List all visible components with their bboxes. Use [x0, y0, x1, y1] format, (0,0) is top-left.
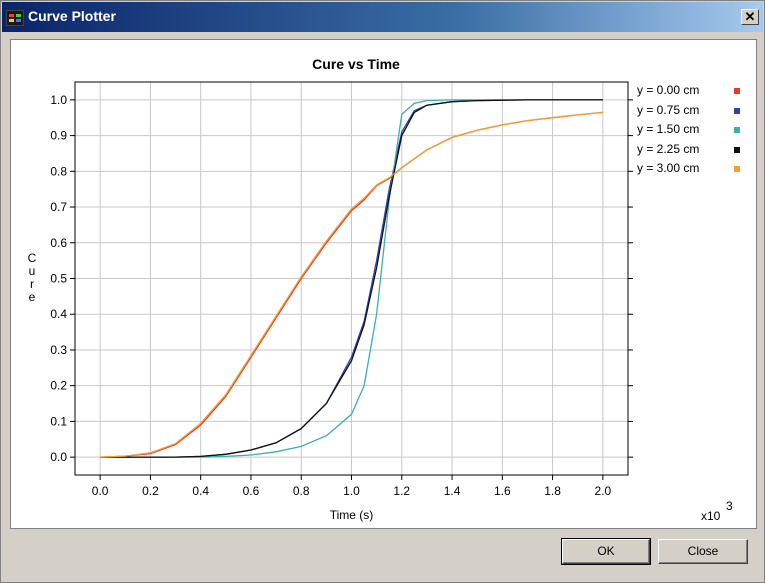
- legend-swatch: [734, 166, 740, 172]
- close-button[interactable]: Close: [658, 539, 748, 564]
- legend-swatch: [734, 107, 740, 114]
- y-tick-label: 0.0: [50, 450, 67, 464]
- y-axis-label-char: r: [30, 277, 34, 291]
- y-axis-label-char: C: [28, 251, 37, 265]
- legend-label: y = 1.50 cm: [637, 122, 700, 136]
- x-tick-label: 1.6: [494, 484, 511, 498]
- series-line-4: [100, 111, 603, 458]
- legend-label: y = 0.75 cm: [637, 102, 700, 117]
- y-tick-label: 0.7: [50, 200, 67, 214]
- series-line-3: [100, 99, 603, 458]
- x-tick-label: 0.8: [293, 484, 310, 498]
- legend-item: y = 0.75 cm: [637, 103, 747, 123]
- x-multiplier-label: x10: [701, 509, 721, 523]
- ok-button[interactable]: OK: [561, 538, 651, 565]
- window-title: Curve Plotter: [28, 8, 116, 24]
- legend-label: y = 2.25 cm: [637, 141, 700, 156]
- chart-legend: y = 0.00 cm y = 0.75 cm y = 1.50 cm y = 2.2…: [637, 83, 747, 181]
- y-tick-label: 0.8: [50, 164, 67, 178]
- x-tick-label: 1.8: [544, 484, 561, 498]
- y-axis-label-char: u: [29, 264, 36, 278]
- legend-swatch: [734, 88, 740, 94]
- legend-label: y = 0.00 cm: [637, 83, 700, 97]
- y-tick-label: 0.1: [50, 414, 67, 428]
- plot-frame: [74, 81, 629, 476]
- legend-item: y = 0.00 cm: [637, 83, 747, 103]
- y-tick-label: 0.5: [50, 272, 67, 286]
- x-tick-label: 0.6: [243, 484, 260, 498]
- legend-item: y = 1.50 cm: [637, 122, 747, 142]
- y-tick-label: 0.9: [50, 129, 67, 143]
- legend-label: y = 3.00 cm: [637, 161, 700, 175]
- x-tick-label: 0.0: [92, 484, 109, 498]
- plot-panel: Cure vs Time 0.0 0.2 0.4 0.6 0.8 1.0 1.2 1.4 1.6…: [10, 39, 757, 529]
- y-tick-label: 0.3: [50, 343, 67, 357]
- y-axis-label-char: e: [29, 290, 36, 304]
- title-bar[interactable]: Curve Plotter ✕: [2, 2, 763, 32]
- y-tick-label: 0.6: [50, 236, 67, 250]
- y-tick-label: 1.0: [50, 93, 67, 107]
- x-tick-label: 1.4: [444, 484, 461, 498]
- y-tick-label: 0.2: [50, 379, 67, 393]
- x-tick-label: 0.2: [142, 484, 159, 498]
- app-icon: [6, 10, 24, 26]
- x-axis-label: Time (s): [330, 508, 374, 522]
- x-tick-label: 2.0: [595, 484, 612, 498]
- x-multiplier-exponent: 3: [726, 499, 733, 513]
- x-tick-label: 0.4: [192, 484, 209, 498]
- chart-area: 0.0 0.2 0.4 0.6 0.8 1.0 1.2 1.4 1.6 1.8 2.0 0.0 0.1 0…: [28, 81, 733, 523]
- close-window-button[interactable]: ✕: [741, 9, 759, 25]
- legend-swatch: [734, 146, 740, 153]
- y-tick-label: 0.4: [50, 307, 67, 321]
- x-tick-label: 1.2: [393, 484, 410, 498]
- legend-swatch: [734, 127, 740, 133]
- legend-item: y = 2.25 cm: [637, 142, 747, 162]
- chart-title: Cure vs Time: [312, 56, 400, 72]
- x-tick-label: 1.0: [343, 484, 360, 498]
- legend-item: y = 3.00 cm: [637, 161, 747, 181]
